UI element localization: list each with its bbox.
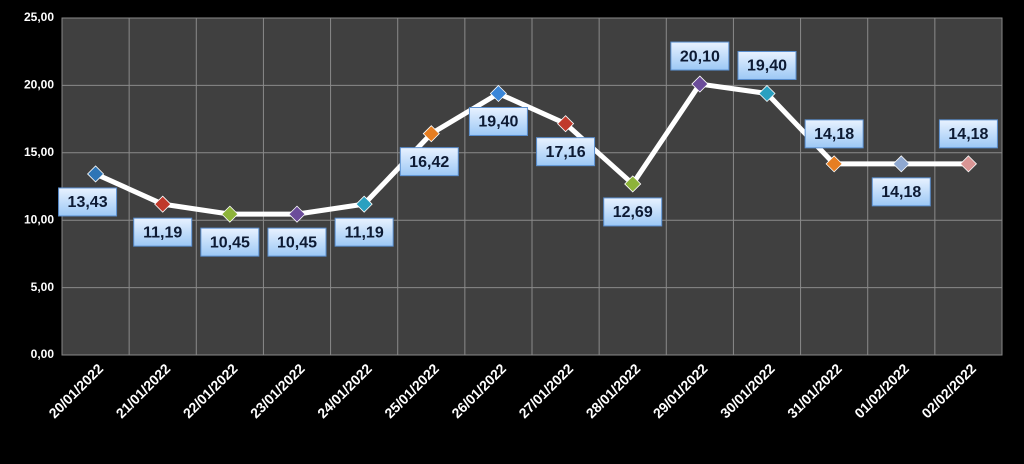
data-label-box: [133, 217, 193, 247]
x-tick-label: 27/01/2022: [515, 360, 576, 421]
y-tick-label: 5,00: [31, 280, 55, 294]
x-tick-label: 22/01/2022: [180, 360, 241, 421]
data-label-box: [267, 227, 327, 257]
marker: [758, 84, 776, 103]
x-tick-label: 29/01/2022: [650, 360, 711, 421]
marker: [87, 165, 105, 183]
data-label-box: [200, 227, 260, 257]
data-label-box: [737, 50, 797, 80]
marker: [959, 155, 977, 173]
data-label: 16,42: [409, 154, 449, 171]
data-label: 13,43: [68, 194, 108, 211]
data-label: 11,19: [143, 224, 182, 241]
data-label: 17,16: [546, 144, 586, 161]
data-label: 10,45: [210, 234, 250, 251]
y-tick-label: 25,00: [24, 10, 54, 24]
data-label-box: [468, 106, 528, 136]
x-tick-label: 30/01/2022: [717, 360, 778, 421]
marker: [221, 205, 239, 223]
x-tick-label: 20/01/2022: [45, 360, 106, 421]
x-tick-label: 31/01/2022: [784, 360, 845, 421]
marker: [355, 195, 373, 213]
data-label-box: [58, 187, 118, 217]
marker: [691, 75, 709, 93]
marker: [557, 115, 575, 133]
x-tick-label: 26/01/2022: [448, 360, 509, 421]
y-tick-label: 10,00: [24, 212, 54, 226]
marker: [154, 195, 172, 213]
x-tick-label: 01/02/2022: [851, 360, 912, 421]
data-label-box: [399, 147, 459, 177]
x-tick-label: 23/01/2022: [247, 360, 308, 421]
data-label: 19,40: [747, 58, 787, 75]
x-tick-label: 28/01/2022: [583, 360, 644, 421]
x-tick-label: 21/01/2022: [113, 360, 174, 421]
data-label: 10,45: [277, 234, 317, 251]
data-label: 19,40: [478, 114, 518, 131]
y-tick-label: 20,00: [24, 78, 54, 92]
data-label-box: [871, 177, 931, 207]
data-label: 14,18: [948, 126, 988, 143]
marker: [489, 84, 507, 103]
marker: [422, 125, 440, 143]
y-tick-label: 15,00: [24, 145, 54, 159]
marker: [624, 175, 642, 193]
x-tick-label: 24/01/2022: [314, 360, 375, 421]
data-label: 11,19: [345, 224, 384, 241]
data-label: 14,18: [814, 126, 854, 143]
data-label-box: [804, 119, 864, 149]
data-label-box: [536, 137, 596, 167]
x-tick-label: 25/01/2022: [381, 360, 442, 421]
data-label-box: [670, 41, 730, 71]
data-label-box: [603, 197, 663, 227]
y-tick-label: 0,00: [31, 347, 55, 361]
marker: [288, 205, 306, 223]
data-label-box: [938, 119, 998, 149]
x-tick-label: 02/02/2022: [918, 360, 979, 421]
data-label: 20,10: [680, 48, 720, 65]
data-label: 14,18: [881, 184, 921, 201]
data-label: 12,69: [613, 204, 653, 221]
line: [94, 81, 969, 217]
marker: [892, 155, 910, 173]
marker: [825, 155, 843, 173]
data-label-box: [334, 217, 394, 247]
